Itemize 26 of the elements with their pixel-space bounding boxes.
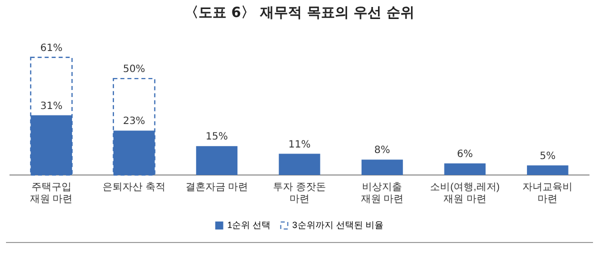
legend-label: 3순위까지 선택된 비율: [292, 220, 384, 230]
bar: [278, 154, 320, 175]
x-tick-label: 주택구입 재원 마련: [30, 182, 73, 205]
x-tick-label: 소비(여행,레저) 재원 마련: [430, 182, 500, 205]
bar: [526, 165, 568, 175]
bar: [196, 146, 238, 175]
x-tick-label: 자녀교육비 마련: [522, 182, 573, 205]
bar: [362, 160, 403, 175]
bar: [444, 163, 486, 175]
data-label: 11%: [288, 139, 311, 150]
bar: [30, 56, 73, 176]
data-label: 6%: [456, 149, 473, 160]
data-label: 5%: [540, 150, 556, 162]
data-label: 31%: [40, 100, 62, 112]
x-tick-label: 투자 종잣돈 마련: [273, 182, 326, 205]
data-label: 61%: [40, 42, 62, 54]
x-tick-label: 비상지출 재원 마련: [360, 182, 404, 205]
data-label: 15%: [206, 132, 228, 143]
chart-title: 〈도표 6〉 재무적 목표의 우선 순위: [183, 4, 416, 22]
x-tick-label: 은퇴자산 축적: [102, 182, 166, 193]
data-label: 8%: [374, 145, 390, 156]
bar: [112, 78, 156, 176]
data-label: 50%: [122, 64, 146, 76]
x-tick-label: 결혼자금 마련: [185, 182, 248, 193]
data-label: 23%: [122, 116, 146, 128]
legend-label: 1순위 선택: [227, 220, 271, 230]
